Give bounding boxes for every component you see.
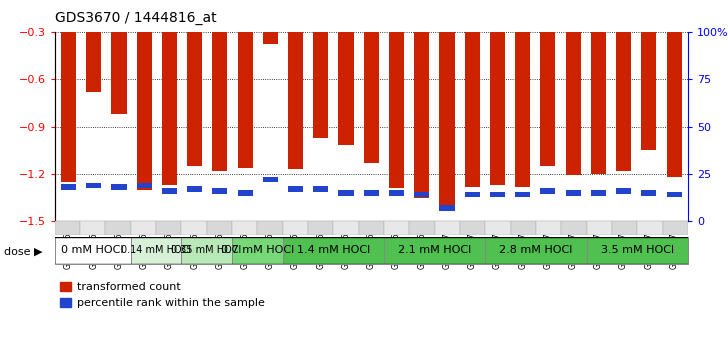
Legend: transformed count, percentile rank within the sample: transformed count, percentile rank withi… [60,282,265,308]
Text: 0.14 mM HOCl: 0.14 mM HOCl [121,245,191,256]
Bar [490,0,505,185]
Bar [616,188,631,194]
Text: GDS3670 / 1444816_at: GDS3670 / 1444816_at [55,11,216,25]
Bar [616,0,631,171]
Bar [162,0,177,185]
Bar [389,190,404,196]
Bar [86,183,101,188]
Bar [667,192,681,198]
Bar [187,186,202,192]
Bar [61,184,76,190]
Text: 1.4 mM HOCl: 1.4 mM HOCl [296,245,370,256]
Bar [409,221,435,235]
Bar [80,221,106,235]
Text: 2.1 mM HOCl: 2.1 mM HOCl [398,245,471,256]
Bar [187,0,202,166]
Bar [237,0,253,167]
Bar [130,221,156,235]
Bar [282,221,308,235]
Bar [86,0,101,92]
Bar [232,221,257,235]
Bar [486,221,510,235]
Bar [313,186,328,192]
Bar [561,221,587,235]
Bar [460,221,486,235]
Bar [111,0,127,114]
Bar [61,0,76,182]
Bar [612,221,637,235]
Bar [515,192,530,198]
Bar [384,221,409,235]
Bar [207,221,232,235]
Bar [667,0,681,177]
Bar [106,221,130,235]
Text: dose ▶: dose ▶ [4,246,42,256]
Text: 0 mM HOCl: 0 mM HOCl [61,245,124,256]
Bar [540,0,555,166]
Bar [510,221,536,235]
Bar [181,237,232,264]
Bar [540,188,555,194]
Bar [263,177,278,182]
Bar [486,237,587,264]
Bar [435,221,460,235]
Bar [587,237,688,264]
Bar [313,0,328,138]
Bar [263,0,278,45]
Bar [662,221,688,235]
Bar [111,184,127,190]
Bar [641,0,657,150]
Bar [339,190,354,196]
Bar [213,0,227,171]
Bar [384,237,486,264]
Text: 3.5 mM HOCl: 3.5 mM HOCl [601,245,674,256]
Bar [282,237,384,264]
Bar [257,221,282,235]
Bar [232,237,282,264]
Bar [288,186,303,192]
Bar [587,221,612,235]
Bar [237,190,253,196]
Bar [137,183,151,188]
Bar [389,0,404,188]
Bar [359,221,384,235]
Bar [637,221,662,235]
Bar [181,221,207,235]
Bar [490,192,505,198]
Bar [464,0,480,187]
Bar [55,237,130,264]
Bar [414,0,430,198]
Bar [162,188,177,194]
Bar [464,192,480,198]
Bar [156,221,181,235]
Bar [566,190,581,196]
Bar [288,0,303,169]
Bar [364,190,379,196]
Bar [213,188,227,194]
Bar [130,237,181,264]
Bar [55,221,80,235]
Bar [536,221,561,235]
Bar [591,190,606,196]
Bar [566,0,581,176]
Text: 0.7 mM HOCl: 0.7 mM HOCl [221,245,294,256]
Bar [339,0,354,145]
Bar [440,0,454,209]
Text: 2.8 mM HOCl: 2.8 mM HOCl [499,245,573,256]
Bar [515,0,530,187]
Bar [364,0,379,163]
Bar [137,0,151,190]
Bar [414,192,430,198]
Bar [333,221,359,235]
Text: 0.35 mM HOCl: 0.35 mM HOCl [172,245,242,256]
Bar [440,205,454,211]
Bar [308,221,333,235]
Bar [591,0,606,174]
Bar [641,190,657,196]
